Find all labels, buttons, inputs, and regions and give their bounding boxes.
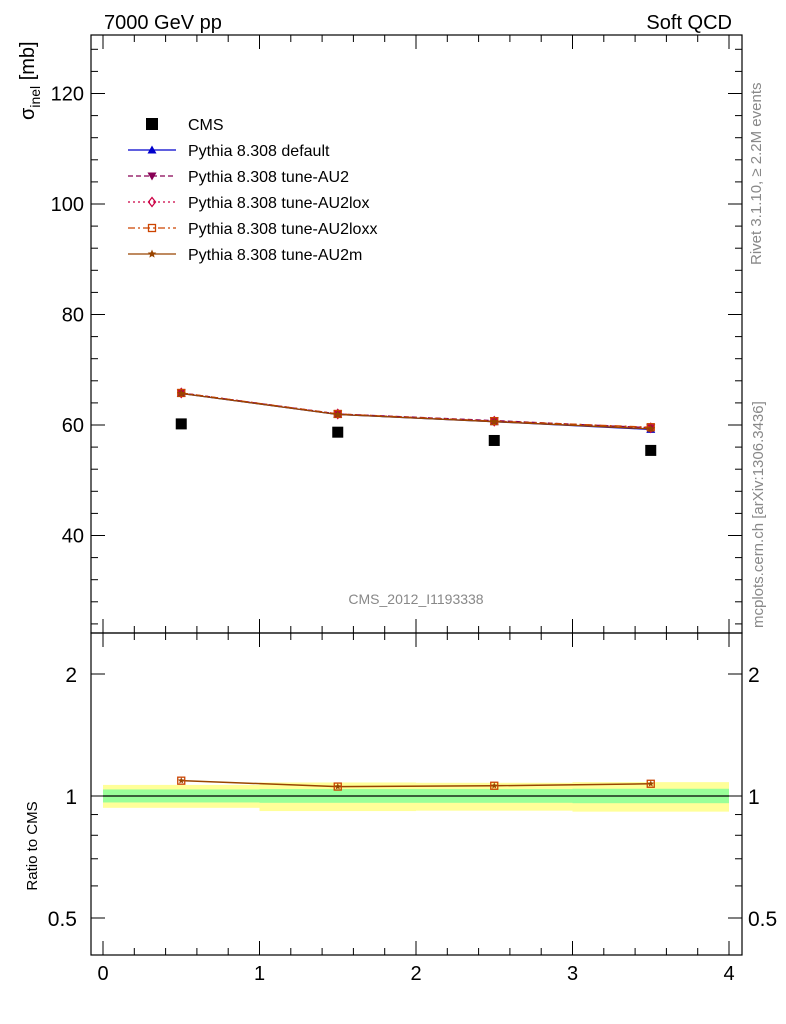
legend: CMS Pythia 8.308 default Pythia 8.308 tune… bbox=[128, 117, 377, 264]
ratio-ytick-label-left: 1 bbox=[65, 786, 77, 809]
series-3-point bbox=[646, 422, 656, 434]
analysis-tag: CMS_2012_I1193338 bbox=[348, 591, 483, 607]
series-3-point bbox=[333, 408, 343, 420]
main-ylabel: σinel [mb] bbox=[17, 41, 43, 120]
series-0-point bbox=[645, 444, 657, 456]
legend-item-4-marker bbox=[147, 223, 157, 233]
legend-item-4-label: Pythia 8.308 tune-AU2loxx bbox=[188, 221, 377, 238]
legend-item-5-label: Pythia 8.308 tune-AU2m bbox=[188, 247, 362, 264]
series-5-point bbox=[646, 424, 655, 433]
rivet-label: Rivet 3.1.10, ≥ 2.2M events bbox=[748, 83, 765, 266]
main-ytick-label: 100 bbox=[51, 194, 84, 216]
ratio-series-point-star bbox=[334, 783, 342, 790]
ratio-series-point bbox=[333, 782, 342, 791]
legend-item-2-label: Pythia 8.308 tune-AU2 bbox=[188, 169, 349, 186]
ratio-series-point-star bbox=[177, 777, 185, 784]
ratio-panel: 0.5 0.5 1 1 2 2 0 1 2 3 4 bbox=[48, 632, 777, 985]
series-4-line bbox=[181, 392, 651, 428]
legend-item-5-marker bbox=[147, 249, 157, 258]
main-ylabel-unit: [mb] bbox=[17, 41, 39, 85]
series-0-point bbox=[332, 426, 344, 438]
ratio-series-line bbox=[181, 779, 651, 788]
ratio-series-point bbox=[490, 781, 499, 790]
legend-item-2-marker bbox=[147, 172, 157, 181]
ratio-xtick-label: 0 bbox=[97, 963, 108, 985]
legend-item-3-label: Pythia 8.308 tune-AU2lox bbox=[188, 195, 369, 212]
ratio-ytick-label-right: 1 bbox=[748, 786, 760, 809]
series-3-line bbox=[181, 392, 651, 429]
ratio-ytick-label-right: 2 bbox=[748, 664, 760, 687]
main-ytick-label: 80 bbox=[62, 305, 84, 327]
legend-item-1-label: Pythia 8.308 default bbox=[188, 143, 330, 160]
series-2-line bbox=[181, 392, 651, 429]
ratio-ytick-label-left: 2 bbox=[65, 664, 77, 687]
series-5-line bbox=[181, 392, 651, 430]
ratio-ytick-label-right: 0.5 bbox=[748, 908, 777, 931]
series-3-point bbox=[176, 387, 186, 399]
main-ytick-label: 40 bbox=[62, 526, 84, 548]
ratio-xtick-label: 1 bbox=[254, 963, 265, 985]
ratio-series-point bbox=[646, 779, 655, 788]
header-right: Soft QCD bbox=[646, 12, 732, 34]
legend-item-0-label: CMS bbox=[188, 117, 224, 134]
ratio-series-point bbox=[177, 776, 186, 785]
series-0-point bbox=[488, 434, 500, 446]
ratio-series-point-star bbox=[490, 782, 498, 789]
legend-item-1-marker bbox=[147, 145, 157, 154]
ratio-xtick-label: 2 bbox=[410, 963, 421, 985]
legend-item-0-marker bbox=[146, 118, 158, 130]
main-ytick-label: 60 bbox=[62, 415, 84, 437]
ratio-ylabel: Ratio to CMS bbox=[24, 801, 41, 890]
ratio-xtick-label: 3 bbox=[567, 963, 578, 985]
ratio-series-point-star bbox=[647, 780, 655, 787]
main-ylabel-symbol: σ bbox=[17, 107, 39, 120]
series-5-point bbox=[177, 389, 186, 398]
ratio-xtick-label: 4 bbox=[723, 963, 734, 985]
main-ytick-label: 120 bbox=[51, 84, 84, 106]
series-5-point bbox=[490, 417, 499, 426]
mcplots-label: mcplots.cern.ch [arXiv:1306.3436] bbox=[750, 401, 767, 628]
series-3-point bbox=[489, 415, 499, 427]
series-0-point bbox=[175, 418, 187, 430]
legend-item-3-marker bbox=[147, 196, 157, 208]
series-5-point bbox=[333, 410, 342, 419]
ratio-ytick-label-left: 0.5 bbox=[48, 908, 77, 931]
header-left: 7000 GeV pp bbox=[104, 12, 222, 34]
main-ylabel-sub: inel bbox=[27, 86, 43, 108]
